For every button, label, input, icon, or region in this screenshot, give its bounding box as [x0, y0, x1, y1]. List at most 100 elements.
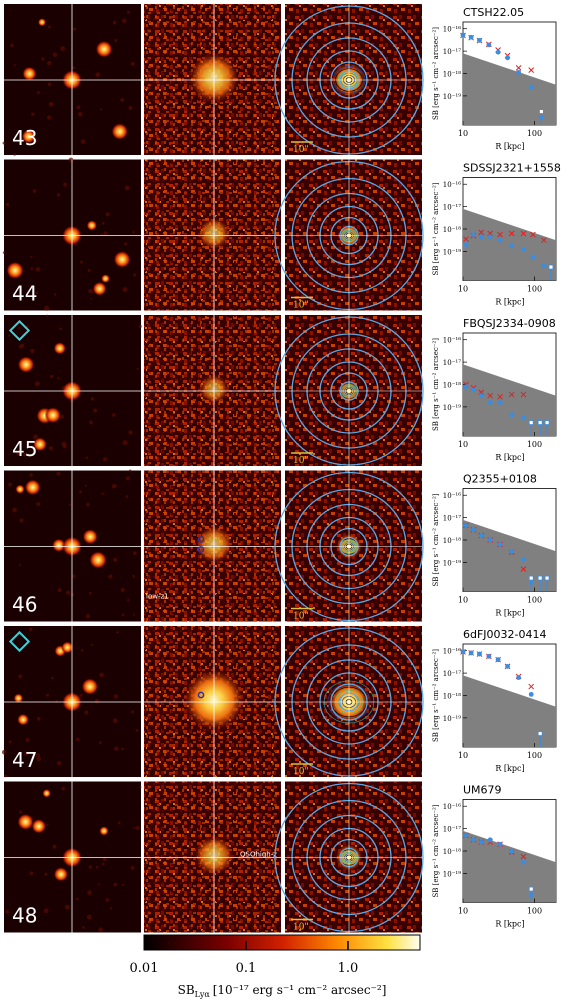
companion-marker	[197, 546, 205, 553]
noise-speck	[70, 593, 75, 597]
noise-speck	[80, 260, 83, 264]
noise-speck	[101, 492, 104, 496]
noise-speck	[44, 872, 48, 876]
image-panel-contours: 10"	[274, 781, 424, 933]
observed-point	[468, 34, 474, 40]
y-tick-label: 10⁻¹⁶	[443, 803, 461, 811]
x-axis-label: R [kpc]	[495, 609, 524, 618]
noise-speck	[54, 293, 57, 296]
noise-speck	[33, 434, 38, 440]
model-point	[508, 391, 515, 398]
noise-speck	[46, 693, 50, 697]
model-point	[540, 237, 547, 244]
noise-speck	[18, 674, 23, 679]
field-source	[53, 867, 69, 882]
observed-point	[497, 237, 503, 243]
noise-speck	[34, 381, 40, 387]
x-tick-label: 10	[458, 285, 468, 294]
y-tick-label: 10⁻¹⁷	[443, 670, 461, 678]
model-point	[528, 683, 535, 690]
image-panel-continuum: 44	[2, 157, 141, 311]
colorbar-tick-label: 0.01	[130, 961, 159, 976]
model-point	[520, 566, 527, 572]
colorbar-tick-label: 1.0	[338, 961, 359, 976]
scale-bar-label: 10"	[293, 612, 309, 622]
image-panel-contours: 10"	[274, 626, 424, 777]
noise-speck	[5, 909, 10, 914]
noise-speck	[125, 495, 129, 498]
source-annotation: QSOhigh-z	[240, 851, 277, 859]
noise-speck	[13, 64, 16, 67]
model-point	[528, 67, 535, 73]
noise-speck	[121, 18, 127, 24]
noise-speck	[122, 287, 128, 293]
noise-speck	[72, 66, 75, 69]
noise-speck	[117, 821, 121, 825]
noise-speck	[131, 710, 135, 714]
x-tick-label: 10	[458, 907, 468, 916]
noise-speck	[24, 751, 29, 756]
noise-speck	[124, 185, 130, 191]
observed-point	[471, 232, 476, 237]
model-point	[508, 230, 515, 237]
noise-speck	[139, 785, 142, 789]
x-tick-label: 100	[527, 129, 542, 138]
field-source	[44, 407, 62, 424]
noise-speck	[17, 326, 20, 329]
observed-point	[477, 37, 482, 43]
noise-speck	[32, 189, 37, 193]
noise-speck	[30, 348, 35, 354]
noise-speck	[111, 413, 116, 417]
noise-speck	[29, 871, 34, 876]
object-id-label: 43	[12, 126, 37, 150]
model-point	[520, 391, 527, 398]
model-point	[463, 236, 469, 242]
colorbar-gradient	[143, 934, 421, 951]
y-tick-label: 10⁻¹⁸	[443, 382, 461, 390]
noise-speck	[126, 10, 131, 14]
observed-point	[463, 832, 469, 838]
observed-point	[487, 837, 493, 843]
noise-speck	[82, 926, 85, 929]
x-tick-label: 100	[527, 596, 542, 605]
observed-point	[486, 42, 492, 48]
noise-speck	[35, 291, 38, 295]
quasar-name: Q2355+0108	[463, 473, 537, 486]
noise-speck	[48, 446, 54, 451]
noise-speck	[29, 473, 33, 477]
field-source	[111, 123, 129, 140]
upper-limit-point	[528, 575, 534, 581]
noise-speck	[84, 710, 89, 715]
image-panel-contours: 10"	[274, 470, 424, 622]
observed-point	[487, 234, 493, 240]
image-panel-continuum: 46	[4, 469, 141, 622]
colorbar-tick-label: 0.1	[236, 961, 257, 976]
noise-speck	[123, 242, 128, 246]
quasar-name: SDSSJ2321+1558	[463, 162, 561, 175]
y-tick-label: 10⁻¹⁷	[443, 48, 461, 56]
field-source	[101, 274, 110, 283]
noise-speck	[102, 857, 107, 862]
noise-speck	[68, 157, 74, 163]
y-tick-label: 10⁻¹⁹	[443, 870, 461, 878]
noise-speck	[5, 202, 10, 207]
object-id-label: 45	[12, 437, 37, 461]
noise-speck	[132, 231, 135, 234]
model-point	[478, 229, 485, 236]
noise-speck	[114, 38, 118, 43]
noise-speck	[36, 502, 41, 507]
field-source	[82, 529, 98, 545]
observed-point	[463, 523, 469, 528]
colorbar: 0.01 0.1 1.0 SBLyα [10⁻¹⁷ erg s⁻¹ cm⁻² ar…	[130, 934, 421, 999]
source-annotation: low-z1	[146, 593, 169, 601]
noise-speck	[88, 288, 94, 294]
companion-marker	[197, 536, 205, 543]
noise-speck	[132, 574, 136, 578]
x-tick-label: 10	[458, 596, 468, 605]
observed-point	[478, 393, 484, 399]
observed-point	[509, 412, 515, 418]
